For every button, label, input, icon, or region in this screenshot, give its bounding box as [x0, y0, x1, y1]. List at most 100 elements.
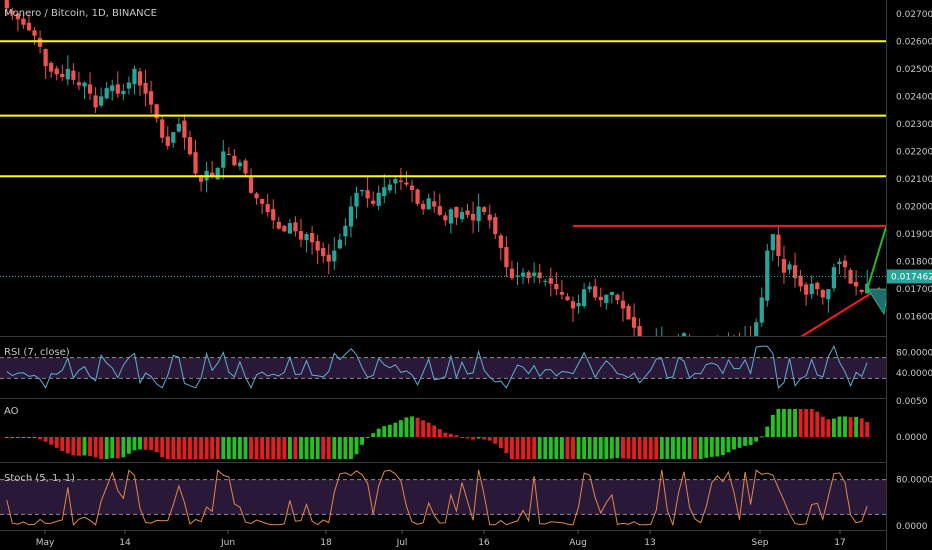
ao-bar [615, 437, 620, 459]
candle-body [287, 223, 293, 234]
candle-body [704, 350, 708, 353]
ao-bar [804, 409, 809, 437]
candle-body [210, 172, 215, 177]
candle-body [65, 68, 70, 80]
ao-bar [410, 416, 414, 437]
candle-body [365, 190, 370, 199]
ao-bar [282, 437, 287, 459]
ao-bar [820, 416, 825, 437]
projection-up-line[interactable] [865, 226, 886, 294]
candle-body [60, 74, 65, 78]
candle-body [293, 222, 298, 232]
ao-bar [704, 437, 709, 458]
ao-bar [276, 437, 281, 459]
candle-body [32, 30, 37, 36]
ao-bar [337, 437, 342, 459]
ao-bar [215, 437, 220, 459]
ao-bar [54, 437, 59, 448]
ao-bar [582, 437, 587, 459]
ao-bar [365, 437, 370, 438]
candle-body [699, 355, 703, 356]
ao-bar [626, 437, 631, 459]
candle-body [620, 300, 626, 309]
candle-body [115, 84, 120, 94]
candle-body [743, 336, 747, 346]
candle-body [792, 265, 798, 279]
candle-body [371, 200, 376, 204]
ao-bar [709, 437, 714, 457]
ao-bar [287, 437, 292, 459]
ao-bar [532, 437, 537, 459]
ao-bar [49, 437, 54, 445]
candle-body [421, 203, 426, 210]
candle-body [660, 336, 664, 344]
ao-bar [254, 437, 259, 459]
candle-body [515, 275, 520, 277]
candle-body [798, 275, 803, 287]
candle-body [343, 225, 348, 237]
rsi-pane[interactable] [0, 344, 886, 389]
candle-body [498, 235, 503, 248]
ascending-trend-line[interactable] [800, 286, 881, 338]
candle-body [681, 333, 687, 336]
candle-body [243, 160, 248, 174]
candle-body [182, 120, 187, 138]
ao-bar [171, 437, 176, 459]
candle-body [160, 119, 165, 138]
candle-body [715, 342, 719, 346]
ao-bar [27, 437, 31, 438]
ao-bar [798, 409, 803, 437]
ao-bar [76, 437, 81, 456]
ao-bar [515, 437, 520, 459]
ao-bar [426, 422, 431, 437]
candle-body [76, 82, 82, 86]
ao-bar [271, 437, 276, 459]
candle-body [221, 151, 226, 168]
ao-bar [665, 437, 670, 459]
candle-body [54, 68, 59, 75]
stoch-line[interactable] [6, 469, 868, 527]
ao-bar [604, 437, 609, 459]
stoch-pane[interactable] [0, 469, 886, 527]
candle-body [459, 212, 465, 220]
ao-bar [99, 437, 104, 459]
ao-bar [559, 437, 564, 459]
ao-bar [71, 437, 76, 456]
ao-bar [293, 437, 298, 459]
candle-body [637, 326, 642, 336]
candle-body [565, 296, 570, 301]
candle-body [104, 88, 109, 99]
candle-body [609, 291, 614, 295]
rsi-tick-label: 40.0000 [896, 369, 932, 379]
rsi-line[interactable] [6, 344, 868, 389]
candle-body [154, 104, 159, 119]
ao-pane[interactable] [4, 409, 870, 459]
candle-body [476, 206, 481, 222]
candle-body [781, 258, 787, 273]
candle-body [254, 193, 259, 199]
ao-bar [554, 437, 559, 459]
price-pane[interactable] [0, 0, 888, 360]
projection-down-marker[interactable] [867, 288, 888, 316]
ao-bar [632, 437, 637, 459]
ao-bar [521, 437, 525, 459]
candle-body [509, 268, 515, 279]
time-tick-label: Jun [220, 538, 235, 548]
ao-bar [21, 437, 26, 438]
ao-bar [609, 437, 614, 459]
candle-body [826, 289, 831, 300]
candle-body [271, 209, 276, 221]
ao-bar [32, 437, 37, 438]
ao-bar [837, 416, 842, 437]
ao-bar [587, 437, 592, 459]
ao-bar [482, 437, 487, 440]
time-axis[interactable]: May 14 Jun 18 Jul 16 Aug 13 Sep 17 [36, 530, 846, 548]
candle-body [754, 322, 759, 336]
ao-bar [659, 437, 664, 459]
ao-bar [226, 437, 231, 459]
ao-tick-label: 0.0050 [896, 397, 928, 407]
